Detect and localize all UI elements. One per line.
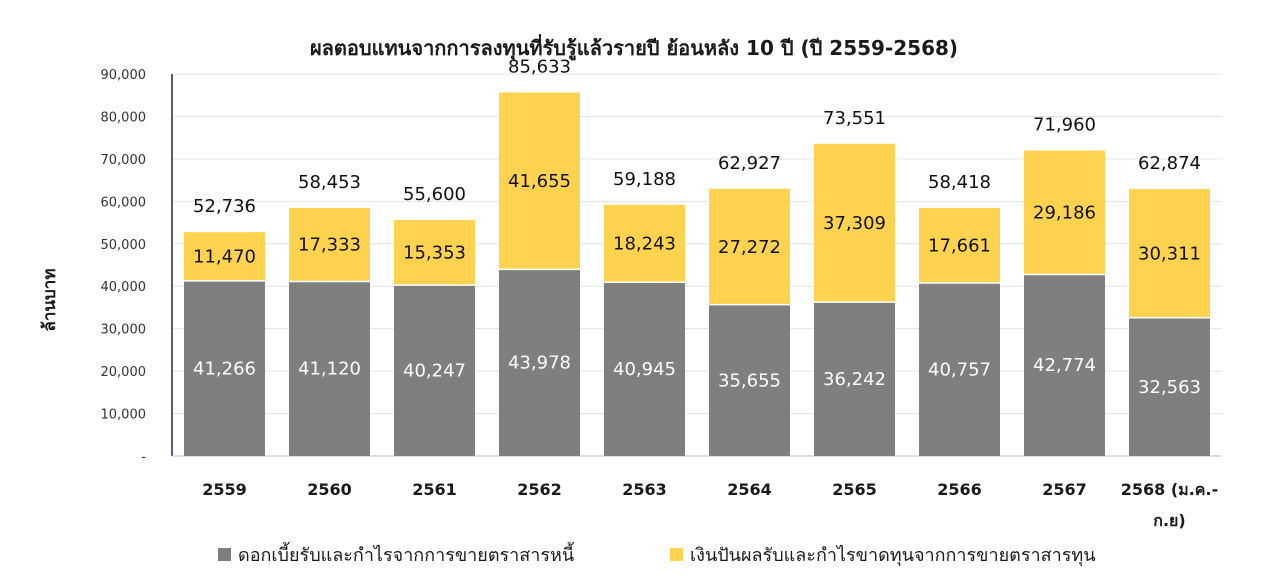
legend: ดอกเบี้ยรับและกำไรจากการขายตราสารหนี้ เงิ… [218,542,1096,566]
x-tick-label: 2563 [622,480,667,499]
bar-equity-income [1129,189,1210,318]
data-label-equity-income: 17,333 [298,235,361,256]
y-tick-label: 40,000 [101,280,147,295]
y-axis-ticks: - 10,000 20,000 30,000 40,000 50,000 60,000 70,… [101,68,147,465]
data-label-debt-income: 40,247 [403,361,466,382]
y-tick-label: 20,000 [101,365,147,380]
data-label-total: 71,960 [1033,115,1096,136]
data-label-total: 52,736 [193,196,256,217]
bar-equity-income [289,207,370,282]
data-label-equity-income: 18,243 [613,233,676,254]
bar-debt-income [1129,317,1210,456]
data-label-total: 58,453 [298,172,361,193]
data-label-debt-income: 32,563 [1138,377,1201,398]
bar-equity-income [394,220,475,286]
x-axis-ticks: 2559 2560 2561 2562 2563 2564 2565 2566 2567 2568… [202,480,1218,530]
bar-debt-income [499,269,580,456]
data-label-debt-income: 40,757 [928,360,991,381]
legend-swatch [218,548,231,561]
bar-equity-income [814,143,895,303]
bar-debt-income [1024,274,1105,456]
bar-equity-income [709,188,790,305]
bar-equity-income [919,208,1000,284]
data-label-debt-income: 43,978 [508,353,571,374]
data-label-equity-income: 41,655 [508,171,571,192]
y-tick-label: - [141,450,146,465]
bar-debt-income [709,304,790,456]
data-label-equity-income: 15,353 [403,243,466,264]
data-label-debt-income: 41,120 [298,359,361,380]
data-label-equity-income: 37,309 [823,213,886,234]
x-tick-label: 2564 [727,480,772,499]
data-label-debt-income: 41,266 [193,358,256,379]
chart-title: ผลตอบแทนจากการลงทุนที่รับรู้แล้วรายปี ย้… [310,33,958,62]
y-tick-label: 60,000 [101,195,147,210]
x-tick-label: 2559 [202,480,247,499]
data-label-total: 62,874 [1138,153,1201,174]
bar-equity-income [1024,150,1105,275]
bars: 41,266 11,470 52,736 41,120 17,333 58,453 40,2… [184,57,1210,456]
data-label-total: 55,600 [403,184,466,205]
data-label-equity-income: 27,272 [718,237,781,258]
x-tick-label: 2568 (ม.ค.- [1121,480,1218,499]
bar-debt-income [184,280,265,456]
data-label-equity-income: 29,186 [1033,203,1096,224]
data-label-equity-income: 17,661 [928,236,991,257]
bar-debt-income [289,281,370,456]
y-tick-label: 70,000 [101,153,147,168]
data-label-total: 73,551 [823,108,886,129]
data-label-debt-income: 36,242 [823,369,886,390]
x-tick-label: 2560 [307,480,352,499]
data-label-total: 85,633 [508,57,571,78]
legend-label: ดอกเบี้ยรับและกำไรจากการขายตราสารหนี้ [238,542,575,566]
x-tick-label: 2561 [412,480,457,499]
bar-debt-income [919,283,1000,456]
y-tick-label: 80,000 [101,110,147,125]
y-axis-label: ล้านบาท [40,268,60,331]
bar-equity-income [184,232,265,281]
data-label-debt-income: 35,655 [718,370,781,391]
x-tick-label: 2562 [517,480,562,499]
data-label-equity-income: 11,470 [193,247,256,268]
y-tick-label: 50,000 [101,238,147,253]
y-tick-label: 10,000 [101,408,147,423]
bar-debt-income [604,282,685,456]
bar-equity-income [604,204,685,283]
bar-equity-income [499,92,580,270]
x-tick-label: 2566 [937,480,982,499]
x-tick-label: 2565 [832,480,877,499]
legend-label: เงินปันผลรับและกำไรขาดทุนจากการขายตราสาร… [690,544,1096,566]
x-tick-label: ก.ย) [1153,511,1185,530]
data-label-debt-income: 40,945 [613,359,676,380]
y-tick-label: 90,000 [101,68,147,83]
bar-debt-income [814,302,895,456]
data-label-total: 62,927 [718,153,781,174]
bar-debt-income [394,285,475,456]
legend-swatch [670,548,683,561]
data-label-total: 58,418 [928,172,991,193]
data-label-debt-income: 42,774 [1033,355,1096,376]
data-label-total: 59,188 [613,169,676,190]
y-tick-label: 30,000 [101,323,147,338]
data-label-equity-income: 30,311 [1138,243,1201,264]
x-tick-label: 2567 [1042,480,1087,499]
